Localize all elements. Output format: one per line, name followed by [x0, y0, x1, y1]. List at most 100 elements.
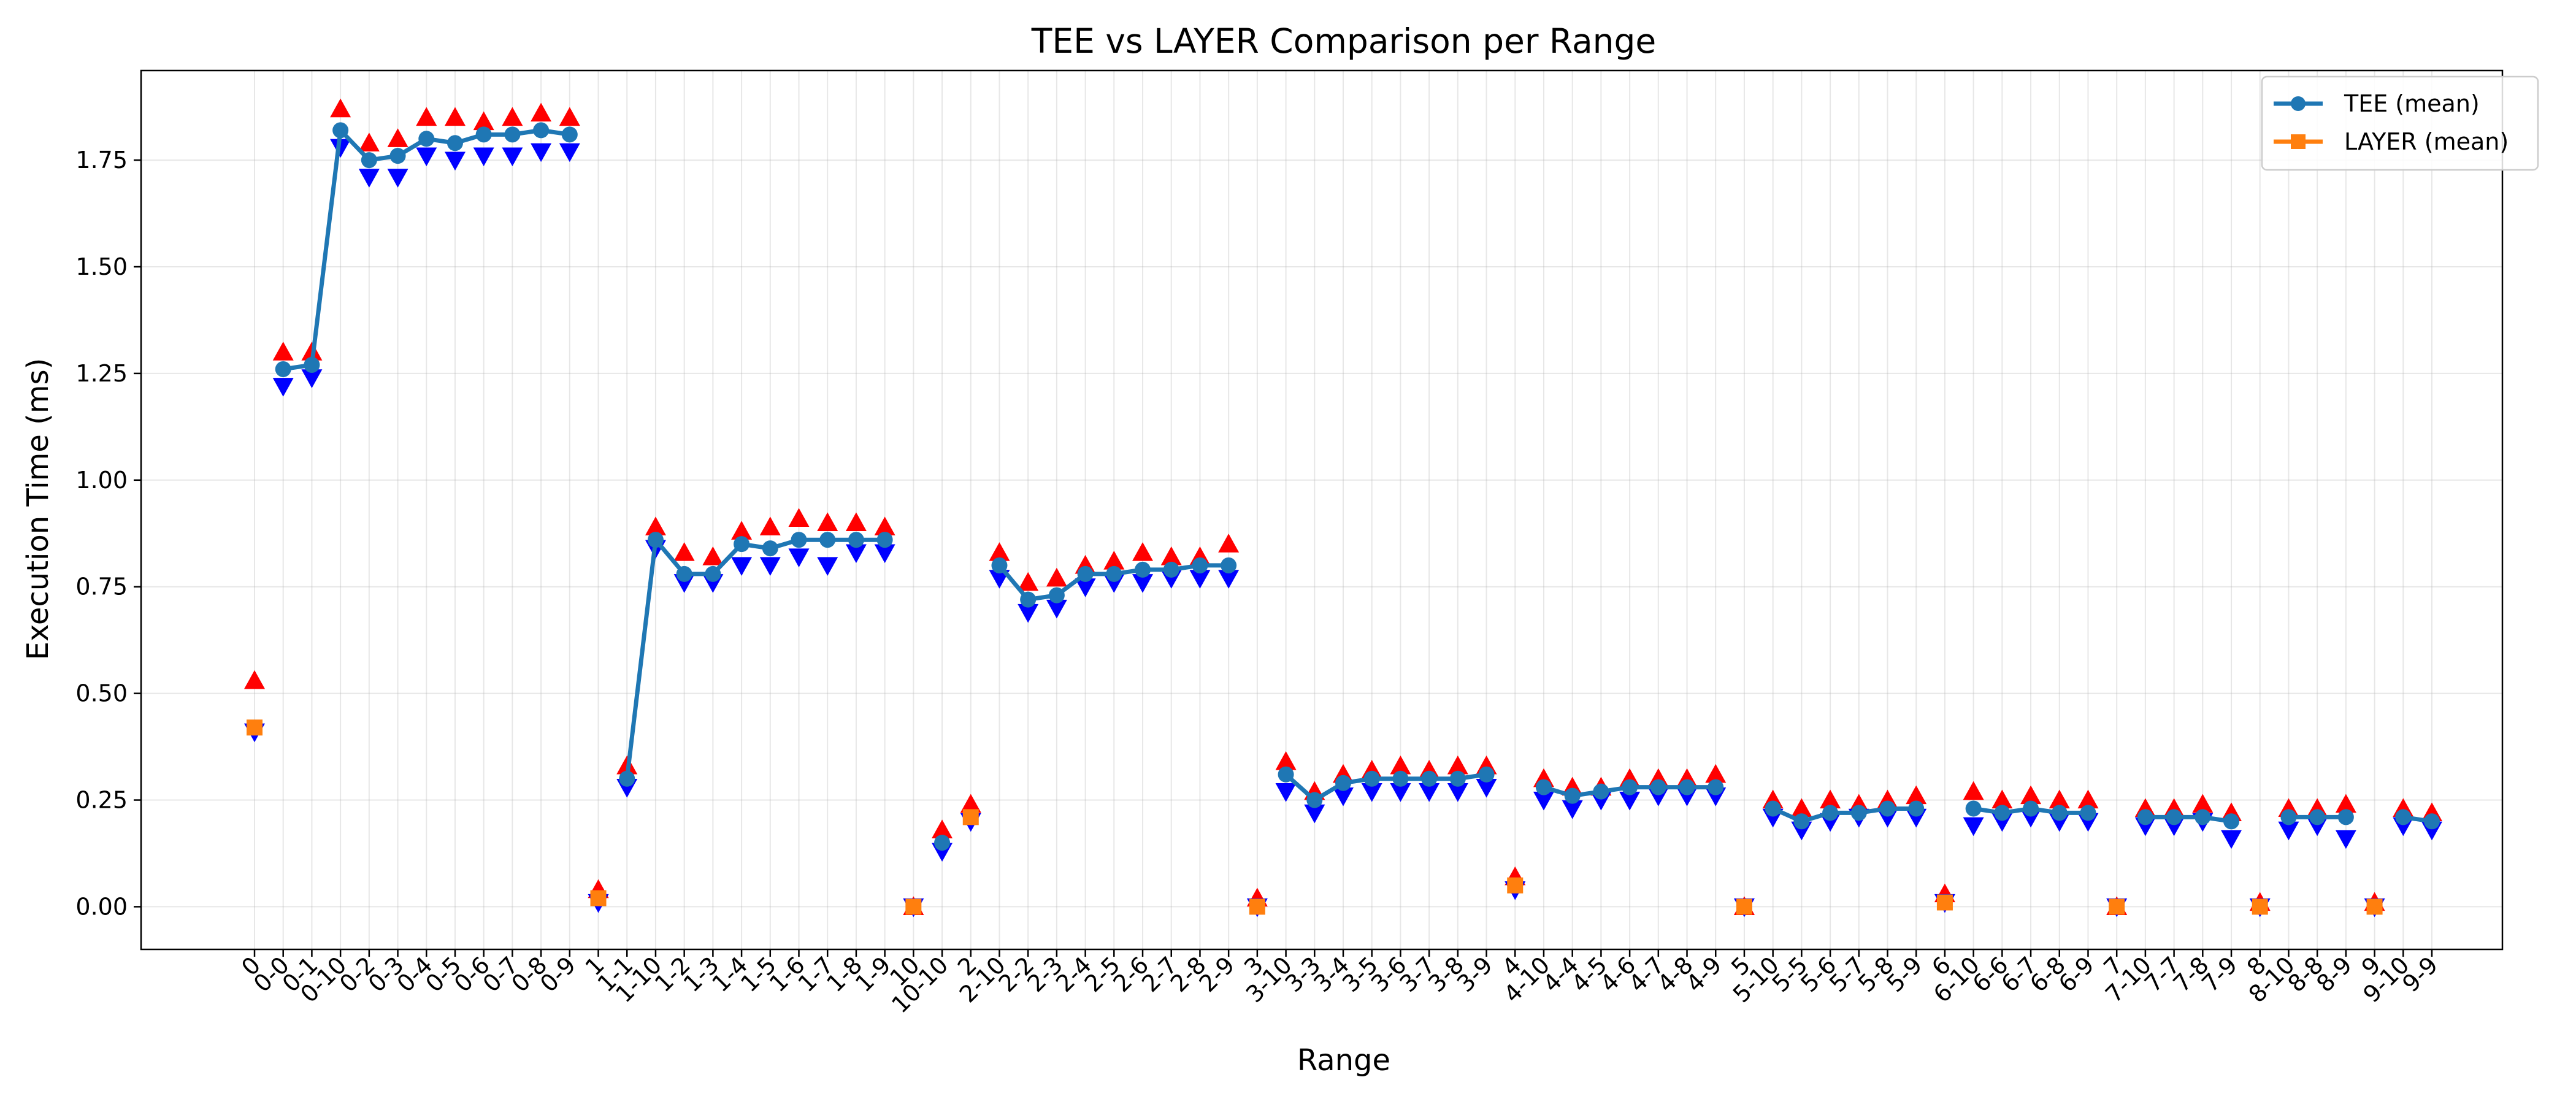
tee-mean-point — [1135, 561, 1151, 578]
legend-layer-marker — [2291, 134, 2306, 149]
tee-upper-marker — [473, 111, 494, 131]
tee-mean-point — [1221, 557, 1237, 573]
tee-mean-point — [2166, 809, 2182, 825]
tee-upper-marker — [817, 512, 838, 531]
tee-mean-point — [2223, 813, 2240, 830]
tee-lower-marker — [1447, 783, 1468, 802]
tee-upper-marker — [759, 516, 781, 535]
tee-upper-marker — [2020, 785, 2042, 805]
tee-lower-marker — [1619, 791, 1641, 811]
tee-mean-point — [1994, 805, 2011, 821]
tee-mean-point — [1708, 779, 1724, 795]
y-tick-label: 0.75 — [75, 573, 128, 600]
tee-mean-point — [1363, 770, 1380, 787]
legend-layer-label: LAYER (mean) — [2344, 128, 2509, 155]
tee-mean-point — [418, 131, 435, 147]
tee-upper-marker — [416, 107, 437, 126]
tee-mean-point — [1020, 591, 1037, 608]
tee-lower-marker — [1189, 570, 1211, 589]
series-layer — [244, 98, 2442, 917]
y-axis-label: Execution Time (ms) — [21, 358, 55, 661]
tee-mean-point — [533, 122, 550, 139]
tee-series-line — [2145, 814, 2232, 824]
tee-mean-point — [991, 557, 1008, 573]
tee-lower-marker — [1333, 787, 1354, 806]
tee-lower-marker — [1562, 800, 1583, 819]
y-tick-label: 1.25 — [75, 360, 128, 387]
tee-mean-point — [762, 540, 778, 557]
tee-mean-point — [1822, 805, 1839, 821]
tee-mean-point — [876, 532, 893, 548]
tee-upper-marker — [2335, 794, 2356, 813]
tee-lower-marker — [531, 143, 552, 163]
tee-mean-point — [676, 565, 692, 582]
tee-lower-marker — [1533, 791, 1554, 811]
tee-lower-marker — [272, 378, 294, 397]
tee-upper-marker — [1390, 755, 1411, 775]
tee-lower-marker — [788, 548, 810, 568]
layer-mean-point — [1936, 894, 1953, 911]
tee-mean-point — [1793, 813, 1810, 830]
tee-series-line — [624, 537, 885, 779]
tee-mean-point — [361, 152, 377, 169]
tee-upper-marker — [673, 542, 695, 561]
tee-mean-point — [475, 126, 492, 143]
tee-lower-marker — [817, 557, 838, 576]
tee-lower-marker — [473, 147, 494, 167]
tee-lower-marker — [759, 557, 781, 576]
tee-mean-point — [389, 148, 406, 164]
tee-upper-marker — [989, 542, 1010, 561]
tee-mean-point — [1535, 779, 1552, 795]
tee-upper-marker — [531, 102, 552, 122]
layer-mean-point — [2252, 898, 2268, 915]
tee-mean-point — [304, 356, 320, 373]
tee-lower-marker — [1132, 574, 1154, 593]
tee-mean-point — [1650, 779, 1666, 795]
tee-lower-marker — [1304, 804, 1325, 824]
tee-upper-marker — [1046, 567, 1067, 587]
tee-lower-marker — [416, 147, 437, 167]
tee-upper-marker — [788, 508, 810, 527]
tee-upper-marker — [330, 98, 351, 118]
tee-upper-marker — [1018, 572, 1039, 591]
tee-lower-marker — [1963, 817, 1984, 837]
tee-upper-marker — [2049, 789, 2070, 809]
tee-upper-marker — [2077, 789, 2099, 809]
tee-mean-point — [275, 361, 291, 377]
tee-mean-point — [734, 536, 750, 553]
tee-mean-point — [1106, 565, 1122, 582]
tee-lower-marker — [2278, 821, 2299, 841]
tee-mean-point — [1278, 766, 1294, 783]
tee-lower-marker — [330, 139, 351, 158]
tee-lower-marker — [1275, 783, 1297, 802]
tee-mean-point — [1449, 770, 1466, 787]
tee-lower-marker — [845, 544, 867, 564]
layer-mean-point — [2366, 898, 2383, 915]
tee-mean-point — [1879, 800, 1896, 817]
tee-mean-point — [2280, 809, 2297, 825]
y-tick-label: 1.00 — [75, 467, 128, 494]
tee-mean-point — [1306, 792, 1323, 808]
tee-lower-marker — [1018, 603, 1039, 623]
tee-mean-point — [1965, 800, 1982, 817]
tee-mean-point — [1622, 779, 1638, 795]
tee-upper-marker — [874, 516, 895, 535]
tee-mean-point — [1077, 565, 1094, 582]
tee-lower-marker — [1361, 783, 1382, 802]
tee-mean-point — [1392, 770, 1409, 787]
tee-upper-marker — [502, 107, 523, 126]
tee-upper-marker — [1963, 781, 1984, 800]
tee-upper-marker — [645, 516, 666, 535]
tee-mean-point — [1192, 557, 1208, 573]
legend-frame — [2261, 75, 2539, 171]
layer-mean-point — [1507, 877, 1524, 894]
tee-mean-point — [934, 835, 951, 851]
tee-lower-marker — [1046, 599, 1067, 619]
tee-mean-point — [2137, 809, 2153, 825]
tee-mean-point — [819, 532, 836, 548]
legend: TEE (mean) LAYER (mean) — [2261, 75, 2539, 171]
tee-upper-marker — [702, 546, 724, 565]
tee-upper-marker — [1820, 789, 1841, 809]
tee-lower-marker — [731, 557, 753, 576]
tee-mean-point — [332, 122, 349, 139]
